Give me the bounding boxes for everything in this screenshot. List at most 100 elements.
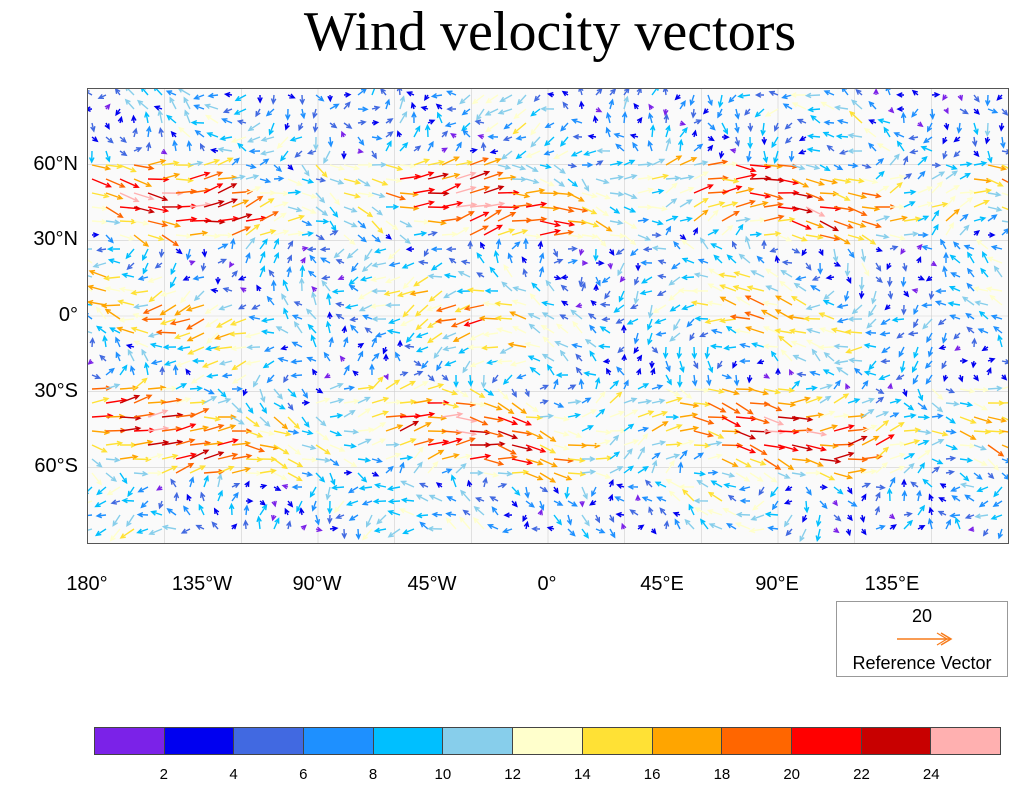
wind-arrow (744, 311, 765, 320)
wind-arrow (790, 92, 806, 98)
wind-arrow (91, 232, 100, 238)
wind-arrow (773, 122, 780, 132)
wind-arrow (893, 132, 905, 138)
wind-arrow (595, 429, 612, 436)
wind-arrow (739, 342, 751, 349)
wind-arrow (635, 262, 641, 272)
wind-arrow (91, 397, 110, 404)
wind-arrow (903, 519, 914, 530)
wind-arrow (725, 325, 737, 334)
wind-arrow (791, 396, 811, 404)
wind-arrow (231, 374, 247, 384)
wind-arrow (774, 255, 781, 264)
wind-arrow (578, 100, 585, 110)
wind-arrow (746, 150, 752, 163)
wind-arrow (329, 192, 341, 206)
wind-arrow (273, 175, 285, 182)
wind-arrow (656, 290, 667, 296)
wind-arrow (147, 470, 164, 476)
wind-arrow (578, 276, 584, 288)
wind-arrow (721, 210, 740, 222)
wind-arrow (589, 350, 597, 362)
wind-arrow (91, 458, 103, 468)
wind-arrow (917, 155, 928, 166)
wind-arrow (693, 171, 710, 180)
wind-arrow (739, 498, 751, 504)
wind-arrow (987, 178, 1004, 187)
wind-arrow (917, 388, 924, 402)
wind-arrow (567, 430, 583, 438)
wind-arrow (665, 478, 681, 488)
wind-arrow (219, 135, 233, 141)
wind-arrow (674, 518, 681, 530)
wind-arrow (825, 274, 835, 281)
wind-arrow (371, 376, 384, 390)
colorbar-tick-label: 16 (643, 766, 661, 783)
wind-arrow (325, 486, 331, 501)
wind-arrow (189, 260, 196, 266)
wind-arrow (583, 371, 597, 377)
wind-arrow (721, 458, 739, 467)
reference-label: Reference Vector (852, 653, 992, 673)
wind-arrow (637, 204, 654, 210)
wind-arrow (706, 509, 723, 516)
wind-arrow (509, 360, 527, 367)
wind-arrow (230, 136, 247, 143)
wind-arrow (567, 412, 582, 419)
wind-arrow (441, 156, 460, 166)
wind-arrow (889, 174, 906, 180)
wind-arrow (942, 374, 949, 383)
wind-arrow (511, 469, 530, 476)
wind-arrow (820, 101, 835, 110)
wind-arrow (693, 360, 699, 370)
wind-arrow (287, 388, 297, 398)
wind-arrow (874, 505, 880, 516)
wind-arrow (581, 514, 590, 527)
wind-arrow (864, 330, 877, 336)
wind-arrow (175, 462, 195, 474)
wind-arrow (430, 262, 443, 271)
wind-arrow (119, 218, 138, 225)
wind-arrow (539, 500, 545, 511)
wind-arrow (158, 248, 165, 258)
wind-arrow (987, 385, 1003, 392)
wind-arrow (959, 457, 974, 463)
wind-arrow (483, 388, 495, 396)
wind-arrow (1001, 386, 1008, 390)
wind-arrow (273, 229, 290, 236)
wind-arrow (119, 234, 136, 241)
wind-arrow (735, 458, 752, 468)
wind-arrow (861, 468, 878, 475)
wind-arrow (978, 310, 989, 320)
wind-arrow (651, 440, 667, 446)
wind-arrow (878, 374, 891, 381)
wind-arrow (486, 359, 499, 365)
wind-arrow (732, 360, 738, 369)
wind-arrow (399, 461, 405, 474)
wind-arrow (655, 331, 667, 337)
map-panel[interactable] (87, 88, 1009, 544)
wind-arrow (371, 150, 377, 160)
wind-arrow (553, 150, 569, 159)
wind-arrow (343, 470, 353, 476)
wind-arrow (119, 178, 140, 188)
wind-arrow (613, 132, 625, 139)
wind-arrow (163, 360, 177, 366)
wind-arrow (945, 184, 961, 194)
wind-arrow (462, 509, 471, 516)
wind-arrow (847, 398, 861, 404)
wind-arrow (130, 289, 149, 296)
wind-arrow (293, 301, 303, 307)
wind-arrow (578, 378, 585, 390)
wind-arrow (805, 385, 818, 391)
wind-arrow (539, 178, 555, 187)
colorbar-tick-label: 12 (504, 766, 521, 783)
wind-arrow (903, 427, 922, 433)
wind-arrow (847, 132, 863, 139)
wind-arrow (147, 206, 170, 213)
wind-arrow (609, 466, 624, 474)
wind-arrow (361, 262, 373, 273)
wind-arrow (553, 258, 564, 264)
wind-arrow (791, 444, 814, 452)
wind-arrow (738, 253, 751, 264)
